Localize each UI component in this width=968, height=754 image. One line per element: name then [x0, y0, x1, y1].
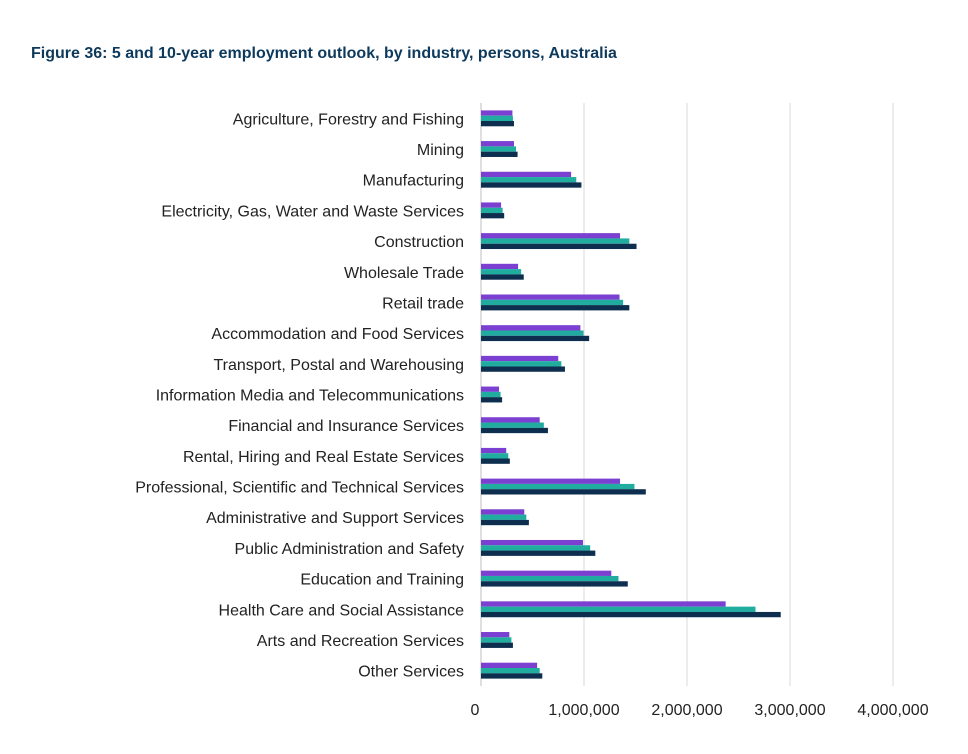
- category-label: Agriculture, Forestry and Fishing: [233, 111, 464, 128]
- category-label: Accommodation and Food Services: [211, 326, 464, 343]
- bar: [481, 447, 507, 454]
- category-label: Rental, Hiring and Real Estate Services: [183, 449, 464, 466]
- x-tick-label: 3,000,000: [754, 702, 825, 719]
- bar: [481, 120, 514, 127]
- bar: [481, 519, 529, 526]
- category-label: Wholesale Trade: [344, 265, 464, 282]
- category-label: Financial and Insurance Services: [228, 418, 464, 435]
- bar: [481, 611, 781, 618]
- bar: [481, 514, 527, 520]
- category-label: Construction: [374, 234, 464, 251]
- bar: [481, 668, 540, 674]
- bar: [481, 483, 635, 490]
- bar: [481, 305, 630, 311]
- category-label: Administrative and Support Services: [206, 510, 464, 527]
- bar: [481, 202, 502, 208]
- bar: [481, 177, 577, 183]
- bar: [481, 366, 565, 372]
- bar: [481, 391, 501, 398]
- bar: [481, 243, 637, 250]
- bar: [481, 489, 646, 495]
- bar: [481, 269, 522, 275]
- bar: [481, 330, 584, 336]
- category-label: Other Services: [358, 664, 464, 681]
- bar: [481, 361, 562, 367]
- category-label: Electricity, Gas, Water and Waste Servic…: [161, 203, 464, 220]
- category-label: Retail trade: [382, 295, 464, 312]
- bar: [481, 632, 510, 638]
- bar: [481, 417, 540, 423]
- category-label: Mining: [417, 142, 464, 159]
- bar: [481, 427, 548, 434]
- bar: [481, 207, 503, 214]
- chart-title: Figure 36: 5 and 10-year employment outl…: [31, 45, 617, 62]
- bar: [481, 397, 503, 403]
- bar: [481, 550, 596, 556]
- bar: [481, 335, 590, 342]
- bar: [481, 453, 509, 459]
- bar: [481, 386, 500, 392]
- bar: [481, 575, 619, 582]
- bar: [481, 274, 524, 280]
- bar: [481, 299, 624, 306]
- bar: [481, 110, 513, 116]
- category-label: Manufacturing: [363, 173, 464, 190]
- bar: [481, 637, 512, 643]
- bar: [481, 213, 505, 219]
- bar: [481, 233, 621, 239]
- bar: [481, 294, 620, 300]
- x-tick-label: 4,000,000: [857, 702, 928, 719]
- bar: [481, 570, 612, 576]
- bar: [481, 539, 583, 546]
- bar: [481, 581, 628, 587]
- bar: [481, 673, 543, 679]
- bar: [481, 238, 630, 244]
- category-label: Information Media and Telecommunications: [156, 388, 464, 405]
- category-label: Professional, Scientific and Technical S…: [135, 480, 464, 497]
- bar: [481, 422, 544, 428]
- bar: [481, 141, 514, 147]
- bar: [481, 601, 726, 607]
- bar: [481, 146, 517, 152]
- x-tick-label: 2,000,000: [651, 702, 722, 719]
- category-label: Transport, Postal and Warehousing: [214, 357, 465, 374]
- category-label: Education and Training: [300, 572, 464, 589]
- bar: [481, 606, 756, 612]
- bar: [481, 325, 581, 331]
- bar: [481, 151, 518, 157]
- category-label: Public Administration and Safety: [235, 541, 464, 558]
- bar: [481, 545, 591, 551]
- bar: [481, 509, 525, 515]
- x-tick-label: 0: [471, 702, 480, 719]
- bar: [481, 642, 513, 648]
- x-tick-label: 1,000,000: [548, 702, 619, 719]
- bar: [481, 662, 538, 669]
- bar: [481, 355, 559, 362]
- bar: [481, 182, 582, 188]
- category-label: Arts and Recreation Services: [257, 633, 464, 650]
- bar: [481, 115, 513, 121]
- bar: [481, 478, 621, 484]
- bar: [481, 263, 519, 270]
- bar: [481, 171, 572, 178]
- category-label: Health Care and Social Assistance: [219, 602, 465, 619]
- bar: [481, 458, 510, 464]
